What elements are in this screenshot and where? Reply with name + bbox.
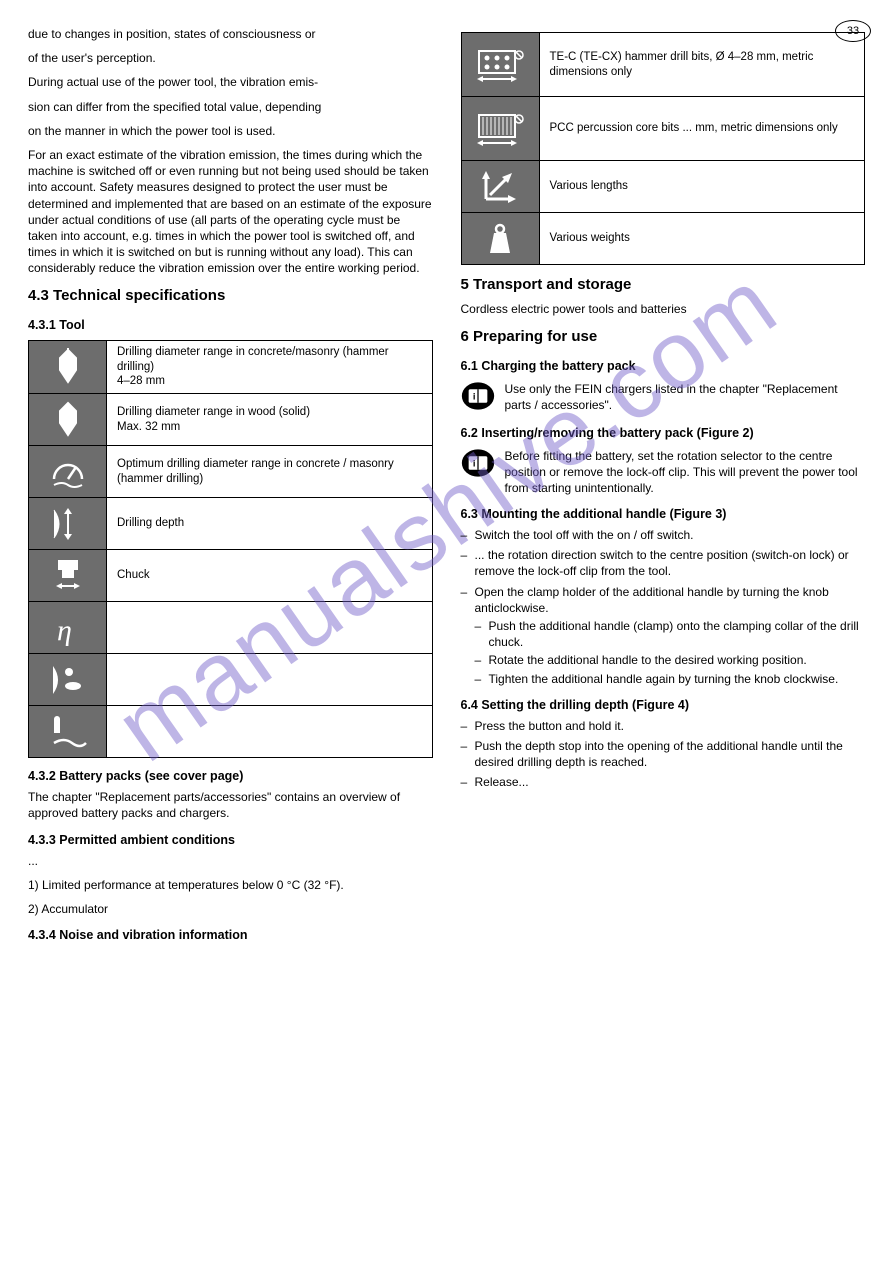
handle-substep: Tighten the additional handle again by t… <box>489 671 866 687</box>
depth-step: Press the button and hold it. <box>475 718 866 734</box>
heading-transport: 5 Transport and storage <box>461 275 866 295</box>
spec-drill-wood: Drilling diameter range in wood (solid) … <box>107 394 433 446</box>
note-battery-insert: i Before fitting the battery, set the ro… <box>461 448 866 497</box>
manual-icon: i <box>461 381 495 415</box>
handle-substep: Rotate the additional handle to the desi… <box>489 652 866 668</box>
intro-line-2: During actual use of the power tool, the… <box>28 74 433 90</box>
icon-chuck <box>29 550 107 602</box>
heading-insert-battery: 6.2 Inserting/removing the battery pack … <box>461 425 866 442</box>
depth-steps: Press the button and hold it. Push the d… <box>461 718 866 791</box>
heading-drilling-depth: 6.4 Setting the drilling depth (Figure 4… <box>461 697 866 714</box>
spec-drilling-depth: Drilling depth <box>107 498 433 550</box>
handle-steps: Switch the tool off with the on / off sw… <box>461 527 866 687</box>
icon-pcc-core-bits <box>461 97 539 161</box>
handle-step: Switch the tool off with the on / off sw… <box>475 527 866 543</box>
spec-optimum-range: Optimum drilling diameter range in concr… <box>107 446 433 498</box>
two-column-layout: due to changes in position, states of co… <box>28 26 865 952</box>
ambient-text: ... <box>28 853 433 869</box>
heading-technical-specs: 4.3 Technical specifications <box>28 286 433 306</box>
drillbit-spec-table: TE-C (TE-CX) hammer drill bits, Ø 4–28 m… <box>461 32 866 265</box>
handle-substep: Push the additional handle (clamp) onto … <box>489 618 866 650</box>
icon-dimensions <box>461 161 539 213</box>
heading-charging: 6.1 Charging the battery pack <box>461 358 866 375</box>
heading-noise: 4.3.4 Noise and vibration information <box>28 927 433 944</box>
intro-line-1: of the user's perception. <box>28 50 433 66</box>
icon-eta: η <box>29 602 107 654</box>
heading-preparing: 6 Preparing for use <box>461 327 866 347</box>
spec-eta <box>107 602 433 654</box>
note-charger-text: Use only the FEIN chargers listed in the… <box>505 381 866 413</box>
icon-hand-tool <box>29 706 107 758</box>
heading-battery-packs: 4.3.2 Battery packs (see cover page) <box>28 768 433 785</box>
handle-step: Open the clamp holder of the additional … <box>475 584 866 687</box>
footnote-2: 2) Accumulator <box>28 901 433 917</box>
heading-ambient: 4.3.3 Permitted ambient conditions <box>28 832 433 849</box>
intro-line-4: on the manner in which the power tool is… <box>28 123 433 139</box>
manual-icon: i <box>461 448 495 482</box>
icon-hammer-drill-bits <box>461 33 539 97</box>
spec-hand <box>107 706 433 758</box>
svg-text:η: η <box>57 614 72 646</box>
spec-pcc-core-bits: PCC percussion core bits ... mm, metric … <box>539 97 865 161</box>
tool-spec-table: Drilling diameter range in concrete/maso… <box>28 340 433 759</box>
page-number-badge: 33 <box>835 20 871 42</box>
heading-mount-handle: 6.3 Mounting the additional handle (Figu… <box>461 506 866 523</box>
svg-text:i: i <box>472 391 475 401</box>
icon-weight <box>461 213 539 265</box>
spec-chuck: Chuck <box>107 550 433 602</box>
depth-step: Push the depth stop into the opening of … <box>475 738 866 770</box>
icon-impact <box>29 654 107 706</box>
spec-weight: Various weights <box>539 213 865 265</box>
battery-packs-text: The chapter "Replacement parts/accessori… <box>28 789 433 821</box>
vibration-warning-paragraph: For an exact estimate of the vibration e… <box>28 147 433 277</box>
intro-line-3: sion can differ from the specified total… <box>28 99 433 115</box>
icon-drilling-depth <box>29 498 107 550</box>
spec-impact <box>107 654 433 706</box>
spec-dimensions: Various lengths <box>539 161 865 213</box>
footnote-1: 1) Limited performance at temperatures b… <box>28 877 433 893</box>
note-charger: i Use only the FEIN chargers listed in t… <box>461 381 866 415</box>
icon-drill-diameter-concrete <box>29 340 107 394</box>
spec-drill-concrete: Drilling diameter range in concrete/maso… <box>107 340 433 394</box>
spec-hammer-drill-bits: TE-C (TE-CX) hammer drill bits, Ø 4–28 m… <box>539 33 865 97</box>
note-battery-text: Before fitting the battery, set the rota… <box>505 448 866 497</box>
handle-step: ... the rotation direction switch to the… <box>475 547 866 579</box>
icon-speed <box>29 446 107 498</box>
transport-para1: Cordless electric power tools and batter… <box>461 301 866 317</box>
depth-step: Release... <box>475 774 866 790</box>
heading-tool: 4.3.1 Tool <box>28 317 433 334</box>
svg-text:i: i <box>472 458 475 468</box>
right-column: TE-C (TE-CX) hammer drill bits, Ø 4–28 m… <box>461 26 866 952</box>
left-column: due to changes in position, states of co… <box>28 26 433 952</box>
page-number: 33 <box>847 25 859 37</box>
icon-drill-diameter-wood <box>29 394 107 446</box>
intro-line-0: due to changes in position, states of co… <box>28 26 433 42</box>
